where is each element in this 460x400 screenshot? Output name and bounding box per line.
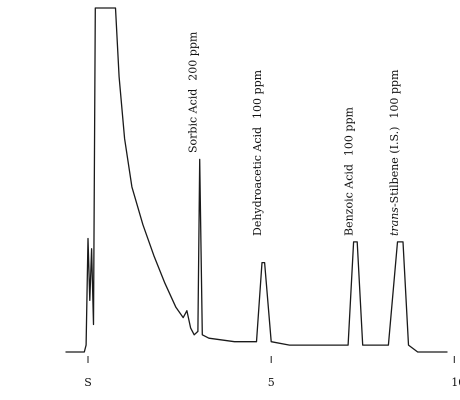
trace-layer xyxy=(65,7,448,353)
peak-label-2-name: Benzoic Acid xyxy=(342,164,355,236)
peak-label-1-name: Dehydroacetic Acid xyxy=(251,127,264,236)
tick-label-layer: S 5 10 min xyxy=(84,376,460,389)
peak-label-2: Benzoic Acid 100 ppm xyxy=(342,106,355,236)
peak-label-layer: Sorbic Acid 200 ppm Dehydroacetic Acid 100 … xyxy=(187,31,402,236)
peak-label-1: Dehydroacetic Acid 100 ppm xyxy=(251,69,264,236)
signal-trace-0 xyxy=(65,7,448,353)
peak-label-0-name: Sorbic Acid xyxy=(187,89,200,153)
tick-layer xyxy=(87,356,455,363)
peak-label-2-conc: 100 ppm xyxy=(342,106,355,156)
peak-label-3-rest: -Stilbene (I.S.) xyxy=(388,127,401,207)
peak-label-0-conc: 200 ppm xyxy=(187,31,200,81)
peak-label-3: trans-Stilbene (I.S.) 100 ppm xyxy=(388,69,401,236)
peak-label-3-italic: trans xyxy=(388,207,401,236)
peak-label-1-conc: 100 ppm xyxy=(251,69,264,119)
x-tick-label-1: 5 xyxy=(268,376,275,389)
x-tick-label-0: S xyxy=(84,376,92,389)
x-tick-label-2: 10 min xyxy=(451,376,460,389)
peak-label-0: Sorbic Acid 200 ppm xyxy=(187,31,200,153)
peak-label-3-conc: 100 ppm xyxy=(388,69,401,119)
